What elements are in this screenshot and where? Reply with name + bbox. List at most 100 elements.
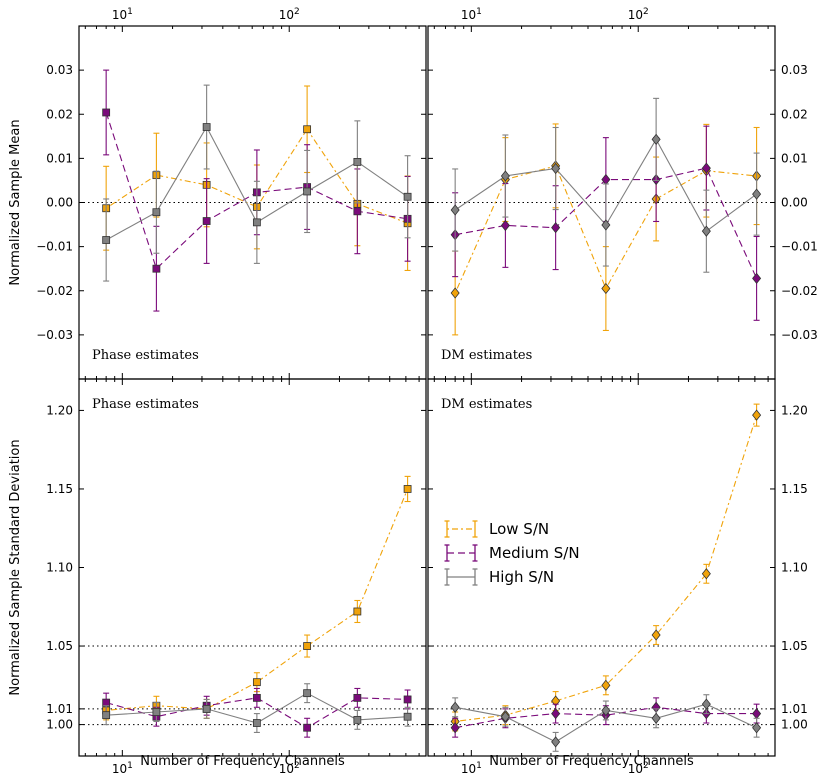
data-point <box>450 287 460 299</box>
data-point <box>102 698 111 707</box>
data-point <box>701 225 711 237</box>
y-tick-label: 0.00 <box>781 196 808 210</box>
data-point <box>152 208 161 217</box>
y-tick-label: 0.03 <box>46 63 73 77</box>
x-tick-label: 102 <box>628 761 649 776</box>
data-point <box>102 108 111 117</box>
y-tick-label: −0.03 <box>781 328 818 342</box>
data-point <box>551 707 561 720</box>
data-point <box>752 707 762 720</box>
panel-frame <box>427 378 776 757</box>
data-point <box>551 736 561 748</box>
panel-top-right: −0.03 −0.02 −0.01 0.00 0.01 0.02 0.03 101 102 DM … <box>427 7 818 380</box>
panel-top-left: −0.03 −0.02 −0.01 0.00 0.01 0.02 0.03 101 102 Pha… <box>8 7 427 380</box>
x-tick-label: 101 <box>112 761 133 776</box>
y-tick-label: 1.15 <box>46 482 73 496</box>
data-point <box>403 695 412 704</box>
panel-frame <box>78 25 427 380</box>
panel-annotation: DM estimates <box>441 348 532 363</box>
data-point <box>450 722 460 734</box>
x-tick-label: 101 <box>461 761 482 776</box>
y-tick-label: −0.01 <box>781 240 818 254</box>
data-point <box>403 712 412 721</box>
data-point <box>303 689 312 698</box>
y-tick-label: 1.10 <box>781 561 808 575</box>
data-point <box>601 704 611 717</box>
data-point <box>202 123 211 131</box>
panel-frame <box>427 25 776 380</box>
data-point <box>353 715 362 724</box>
y-tick-label: −0.03 <box>36 328 73 342</box>
panel-frame <box>78 378 427 757</box>
legend: Low S/N Medium S/N High S/N <box>444 520 580 586</box>
y-tick-label: 0.02 <box>46 107 73 121</box>
data-point <box>500 170 510 182</box>
legend-label-high-sn: High S/N <box>489 568 554 586</box>
data-point <box>102 711 111 720</box>
data-point <box>252 678 261 687</box>
y-axis-label: Normalized Sample Standard Deviation <box>8 439 23 695</box>
panel-annotation: Phase estimates <box>92 397 199 412</box>
data-point <box>102 236 111 244</box>
legend-label-medium-sn: Medium S/N <box>489 544 580 562</box>
data-point <box>152 708 161 716</box>
y-axis-label: Normalized Sample Mean <box>8 119 23 285</box>
data-point <box>202 217 211 225</box>
data-point <box>403 192 412 201</box>
data-point <box>701 568 711 580</box>
data-point <box>353 207 362 216</box>
data-point <box>303 125 312 134</box>
y-tick-label: −0.02 <box>36 284 73 298</box>
y-tick-label: 1.20 <box>781 403 808 417</box>
legend-label-low-sn: Low S/N <box>489 520 549 538</box>
data-point <box>303 187 312 196</box>
data-point <box>303 642 312 650</box>
data-point <box>651 133 661 146</box>
data-point <box>202 704 211 713</box>
data-point <box>551 222 561 234</box>
data-point <box>752 409 762 421</box>
y-tick-label: 0.03 <box>781 63 808 77</box>
x-tick-label: 101 <box>112 7 133 22</box>
data-point <box>353 158 362 166</box>
x-axis-label: Number of Frequency Channels <box>140 754 345 769</box>
data-point <box>450 701 460 713</box>
y-tick-label: 1.05 <box>46 639 73 653</box>
panel-bottom-left: 1.00 1.01 1.05 1.10 1.15 1.20 101 102 Phase esti… <box>8 378 427 776</box>
y-tick-label: 1.10 <box>46 561 73 575</box>
data-point <box>500 219 510 232</box>
data-point <box>601 282 611 295</box>
y-tick-label: 1.01 <box>46 702 73 716</box>
y-tick-label: 1.15 <box>781 482 808 496</box>
data-point <box>752 272 762 285</box>
data-point <box>353 693 362 702</box>
y-tick-label: −0.02 <box>781 284 818 298</box>
y-tick-label: 1.20 <box>46 403 73 417</box>
series-high-sn <box>450 97 762 273</box>
data-point <box>252 693 261 702</box>
data-point <box>651 712 661 724</box>
data-point <box>403 485 412 493</box>
y-tick-label: 1.05 <box>781 639 808 653</box>
x-tick-label: 102 <box>279 7 300 22</box>
panel-annotation: Phase estimates <box>92 348 199 363</box>
data-point <box>353 607 362 616</box>
panel-bottom-right: 1.00 1.01 1.05 1.10 1.15 1.20 101 102 DM estimat… <box>427 378 808 776</box>
data-point <box>701 698 711 710</box>
series-high-sn <box>102 84 412 282</box>
x-tick-label: 102 <box>279 761 300 776</box>
data-point <box>701 162 711 174</box>
y-tick-label: 0.02 <box>781 107 808 121</box>
data-point <box>303 723 312 732</box>
panel-annotation: DM estimates <box>441 397 532 412</box>
y-tick-label: −0.01 <box>36 240 73 254</box>
data-point <box>252 719 261 727</box>
y-tick-label: 1.01 <box>781 702 808 716</box>
data-point <box>252 218 261 227</box>
y-tick-label: 0.00 <box>46 196 73 210</box>
y-tick-label: 0.01 <box>781 151 808 165</box>
series-high-sn <box>450 694 762 752</box>
data-point <box>752 722 762 734</box>
x-axis-label: Number of Frequency Channels <box>489 754 694 769</box>
data-point <box>601 219 611 231</box>
